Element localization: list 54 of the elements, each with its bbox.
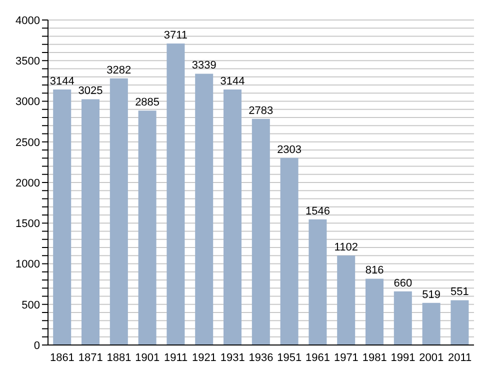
y-tick-label: 0 [34, 340, 40, 352]
data-label: 3144 [220, 76, 245, 88]
y-tick-label: 1000 [16, 258, 40, 271]
bar [195, 74, 214, 345]
x-tick-label: 2001 [419, 352, 444, 364]
bar [422, 302, 440, 345]
bar [53, 90, 72, 345]
bar [337, 255, 356, 345]
y-tick-label: 3500 [16, 56, 40, 68]
data-label: 3144 [50, 76, 74, 88]
data-label: 519 [422, 288, 440, 301]
bar [366, 278, 384, 345]
bar [280, 158, 298, 345]
bar [450, 300, 469, 345]
x-tick-label: 1936 [248, 352, 274, 364]
y-tick-label: 1500 [16, 218, 40, 230]
data-label: 551 [450, 286, 469, 298]
x-tick-label: 1981 [362, 352, 387, 364]
x-tick-label: 1881 [106, 352, 132, 364]
bar [394, 291, 412, 345]
x-tick-label: 1911 [164, 352, 188, 364]
bar [138, 110, 156, 345]
x-tick-label: 1971 [334, 352, 358, 364]
data-label: 3711 [164, 29, 188, 42]
x-tick-label: 1951 [277, 352, 302, 364]
x-tick-label: 1921 [192, 352, 216, 364]
bar [110, 78, 128, 345]
data-label: 1102 [334, 241, 358, 254]
y-tick-label: 3000 [16, 96, 40, 108]
y-tick-label: 500 [22, 299, 40, 312]
data-label: 1546 [305, 205, 330, 218]
data-label: 3282 [106, 64, 132, 76]
bar [252, 118, 270, 345]
x-tick-label: 1901 [135, 352, 160, 364]
x-tick-label: 1861 [50, 352, 74, 364]
x-tick-label: 1991 [390, 352, 416, 364]
data-label: 816 [365, 264, 384, 277]
y-tick-label: 2500 [16, 136, 40, 149]
x-tick-label: 1871 [78, 352, 103, 364]
bar [224, 90, 242, 345]
data-label: 2783 [248, 104, 274, 117]
x-tick-label: 1931 [220, 352, 245, 364]
data-label: 3025 [78, 85, 103, 98]
data-label: 3339 [192, 60, 216, 72]
data-label: 2303 [277, 144, 302, 156]
bar [308, 219, 327, 345]
data-label: 2885 [135, 96, 160, 109]
y-tick-label: 4000 [16, 14, 40, 27]
x-tick-label: 1961 [306, 352, 330, 364]
bar [82, 99, 100, 345]
x-tick-label: 2011 [448, 352, 472, 364]
data-label: 660 [394, 277, 412, 290]
bar [166, 43, 185, 345]
y-tick-label: 2000 [16, 177, 40, 190]
